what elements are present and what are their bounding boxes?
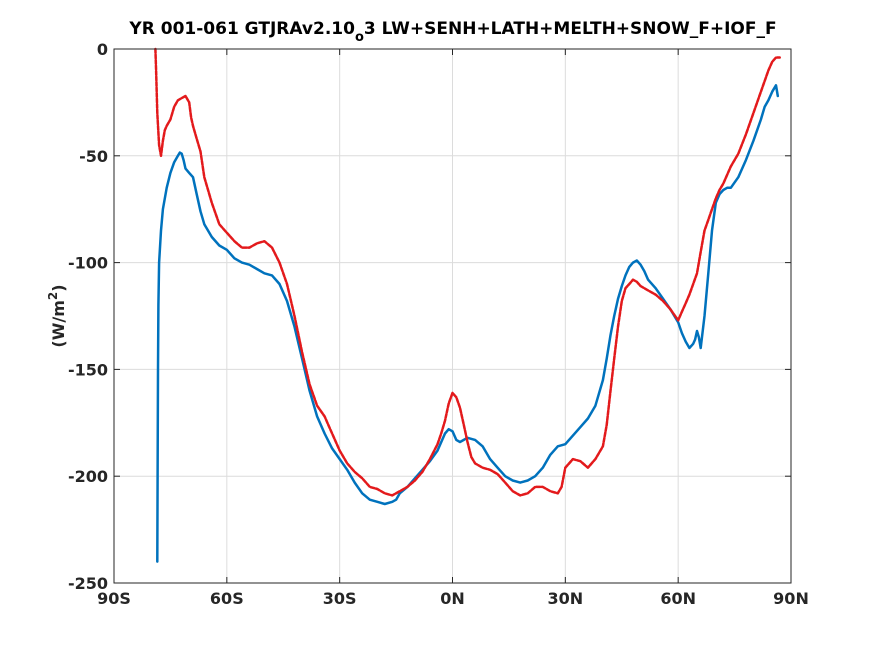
y-tick-label: -50	[79, 147, 108, 166]
x-tick-label: 60N	[660, 589, 696, 608]
chart-title-subscript: o	[355, 30, 364, 45]
y-tick-label: -250	[68, 574, 108, 593]
chart-title-main: YR 001-061 GTJRAv2.10	[128, 19, 355, 39]
chart-title-rest: 3 LW+SENH+LATH+MELTH+SNOW_F+IOF_F	[364, 19, 777, 39]
y-tick-label: -200	[68, 467, 108, 486]
ticks	[113, 48, 792, 584]
series-line-1	[156, 84, 780, 563]
y-axis-label-main: (W/m	[49, 300, 68, 347]
x-tick-labels: 90S 60S 30S 0N 30N 60N 90N	[97, 589, 809, 608]
y-axis-label: (W/m2)	[46, 284, 68, 347]
x-tick-label: 90N	[773, 589, 809, 608]
x-tick-label: 30N	[548, 589, 584, 608]
y-axis-label-superscript: 2	[46, 292, 60, 300]
series-line-2	[154, 47, 781, 497]
x-tick-label: 30S	[323, 589, 357, 608]
series-group	[154, 47, 781, 563]
chart-title: YR 001-061 GTJRAv2.10o3 LW+SENH+LATH+MEL…	[128, 19, 776, 45]
y-tick-label: 0	[97, 40, 108, 59]
x-tick-label: 0N	[440, 589, 465, 608]
x-tick-label: 90S	[97, 589, 131, 608]
y-tick-label: -100	[68, 254, 108, 273]
y-tick-labels: 0 -50 -100 -150 -200 -250	[68, 40, 108, 593]
y-axis-label-close: )	[49, 284, 68, 291]
y-tick-label: -150	[68, 360, 108, 379]
x-tick-label: 60S	[210, 589, 244, 608]
